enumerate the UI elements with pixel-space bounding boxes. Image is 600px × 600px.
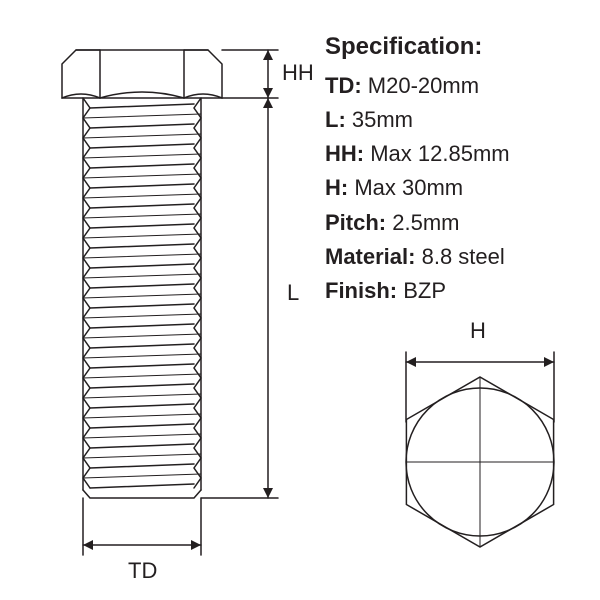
spec-val: Max 30mm (348, 175, 463, 200)
spec-row: HH: Max 12.85mm (325, 137, 510, 171)
spec-val: 35mm (346, 107, 413, 132)
spec-title: Specification: (325, 28, 510, 65)
spec-val: 8.8 steel (415, 244, 504, 269)
spec-key: Material: (325, 244, 415, 269)
spec-key: L: (325, 107, 346, 132)
spec-val: BZP (397, 278, 446, 303)
spec-row: TD: M20-20mm (325, 69, 510, 103)
spec-row: L: 35mm (325, 103, 510, 137)
label-hh: HH (282, 60, 314, 86)
label-l: L (287, 280, 299, 306)
diagram-container: HH L TD Specification: TD: M20-20mm L: 3… (0, 0, 600, 600)
spec-row: H: Max 30mm (325, 171, 510, 205)
spec-val: 2.5mm (386, 210, 459, 235)
label-td: TD (128, 558, 157, 584)
spec-row: Material: 8.8 steel (325, 240, 510, 274)
specification-block: Specification: TD: M20-20mm L: 35mm HH: … (325, 28, 510, 308)
spec-val: Max 12.85mm (364, 141, 510, 166)
label-h: H (470, 318, 486, 344)
spec-key: Finish: (325, 278, 397, 303)
spec-key: H: (325, 175, 348, 200)
spec-val: M20-20mm (362, 73, 479, 98)
spec-key: TD: (325, 73, 362, 98)
bolt-side-view (20, 20, 320, 580)
spec-row: Pitch: 2.5mm (325, 206, 510, 240)
spec-key: HH: (325, 141, 364, 166)
spec-key: Pitch: (325, 210, 386, 235)
